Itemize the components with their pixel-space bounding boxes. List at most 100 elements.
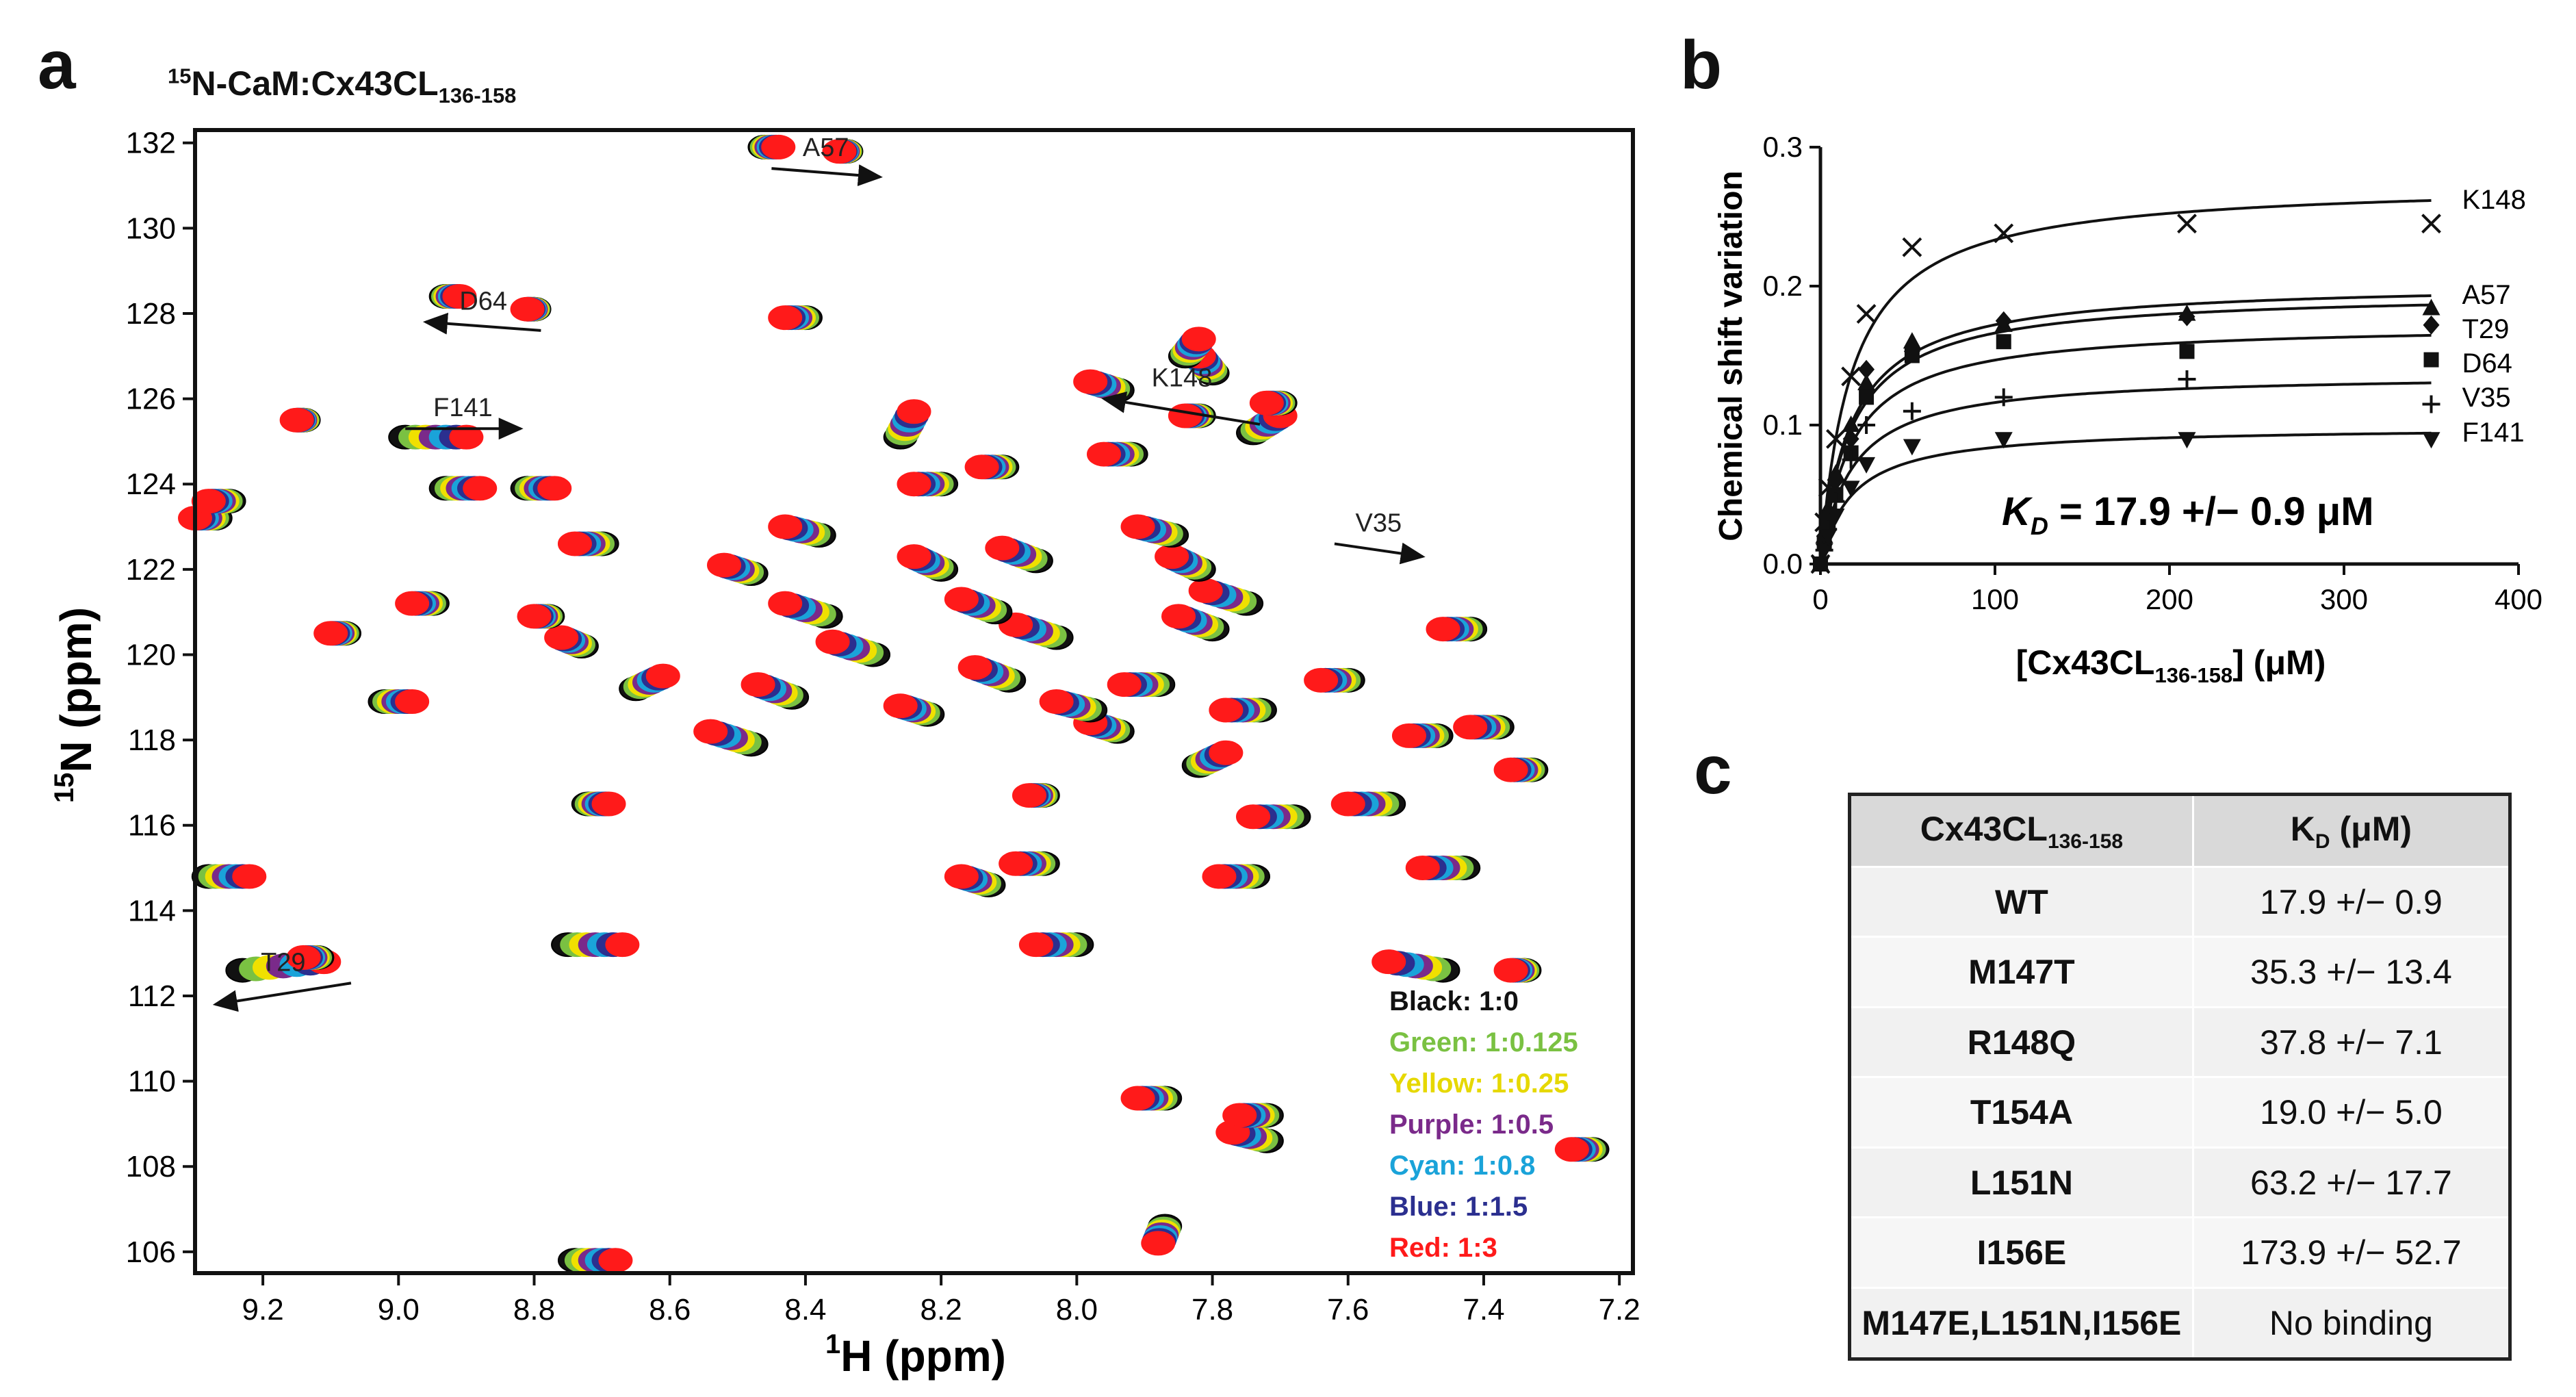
series-label-k148: K148 bbox=[2462, 185, 2526, 215]
binding-point-plus bbox=[1903, 402, 1921, 420]
binding-point-square bbox=[2423, 352, 2439, 368]
binding-point-square bbox=[2179, 344, 2195, 359]
binding-y-axis-label: Chemical shift variation bbox=[1713, 170, 1749, 541]
hsqc-peak bbox=[1073, 369, 1135, 403]
hsqc-peak bbox=[571, 791, 626, 817]
hsqc-x-tick-label: 8.4 bbox=[784, 1293, 826, 1326]
hsqc-peak bbox=[1168, 326, 1216, 369]
peak-shift-arrow-k148 bbox=[1101, 391, 1261, 426]
binding-point-triangle-down bbox=[1819, 529, 1838, 546]
binding-point-triangle-up bbox=[1842, 415, 1860, 432]
hsqc-peak-contour bbox=[1426, 617, 1460, 642]
hsqc-spectrum: T29 V35 F141 D64 K148 A57 9.2 9.0 8.8 8.6 8.4 8.2 8… bbox=[49, 127, 1640, 1381]
hsqc-peak bbox=[1012, 783, 1060, 808]
hsqc-peak bbox=[1426, 617, 1488, 642]
hsqc-peak bbox=[1039, 689, 1108, 723]
hsqc-peak-contour bbox=[957, 655, 992, 680]
hsqc-peak-contour bbox=[768, 305, 803, 331]
binding-point-triangle-down bbox=[1994, 432, 2013, 449]
legend-yellow: Yellow: 1:0.25 bbox=[1389, 1068, 1569, 1099]
legend-blue: Blue: 1:1.5 bbox=[1389, 1192, 1528, 1222]
variant-cell: M147T bbox=[1849, 936, 2194, 1008]
binding-point-square bbox=[1859, 389, 1875, 405]
binding-point-diamond bbox=[2178, 307, 2195, 326]
hsqc-y-tick-label: 122 bbox=[126, 553, 176, 587]
hsqc-peak-contour bbox=[279, 407, 314, 433]
arrow-label-t29: T29 bbox=[261, 948, 305, 977]
hsqc-peak bbox=[286, 945, 335, 970]
kd-cell: 19.0 +/− 5.0 bbox=[2191, 1076, 2512, 1149]
hsqc-peak bbox=[191, 864, 267, 889]
hsqc-peak-contour bbox=[1086, 441, 1121, 467]
kd-cell: 63.2 +/− 17.7 bbox=[2191, 1146, 2512, 1219]
hsqc-arrows-layer: T29 V35 F141 D64 K148 A57 bbox=[212, 133, 1426, 1012]
hsqc-x-tick-label: 7.4 bbox=[1463, 1293, 1504, 1326]
hsqc-peak-contour bbox=[707, 552, 742, 578]
binding-point-diamond bbox=[1827, 471, 1844, 491]
hsqc-peak bbox=[822, 139, 864, 164]
hsqc-peak bbox=[964, 454, 1020, 480]
hsqc-peak-contour bbox=[761, 134, 796, 159]
hsqc-peak-contour bbox=[768, 591, 803, 616]
hsqc-peak bbox=[897, 544, 959, 582]
hsqc-peak bbox=[1181, 740, 1244, 778]
hsqc-peak-contour bbox=[964, 454, 999, 480]
binding-point-triangle-down bbox=[1903, 439, 1921, 456]
binding-x-tick-label: 400 bbox=[2495, 583, 2542, 615]
hsqc-x-tick-label: 7.2 bbox=[1599, 1293, 1640, 1326]
legend-purple: Purple: 1:0.5 bbox=[1389, 1110, 1554, 1140]
hsqc-peak-contour bbox=[1209, 740, 1244, 765]
binding-fit-curves bbox=[1819, 198, 2432, 565]
binding-curve-chart: 0 100 200 300 400 0.0 0.1 0.2 0.3 K148 A57 T29 D64 V… bbox=[1713, 131, 2542, 687]
hsqc-peak-contour bbox=[442, 284, 477, 309]
hsqc-y-tick-label: 124 bbox=[126, 467, 176, 501]
hsqc-peak-contour bbox=[1222, 1103, 1257, 1128]
table-row: T154A 19.0 +/− 5.0 bbox=[1849, 1076, 2512, 1149]
hsqc-peak-contour bbox=[1181, 326, 1216, 352]
hsqc-peak-contour bbox=[591, 791, 626, 817]
hsqc-peak bbox=[557, 1248, 633, 1273]
hsqc-peak-contour bbox=[1330, 791, 1365, 817]
variant-cell: T154A bbox=[1849, 1076, 2194, 1149]
binding-point-diamond bbox=[1995, 311, 2012, 331]
binding-point-x bbox=[1994, 223, 2014, 244]
legend-red: Red: 1:3 bbox=[1389, 1233, 1497, 1263]
hsqc-peak bbox=[1453, 715, 1515, 740]
hsqc-peak bbox=[768, 514, 836, 548]
hsqc-peak-contour bbox=[740, 672, 775, 697]
binding-point-x bbox=[1902, 237, 1922, 257]
binding-point-plus bbox=[2422, 395, 2440, 413]
hsqc-peak-contour bbox=[1493, 757, 1528, 782]
binding-y-tick-label: 0.0 bbox=[1763, 548, 1803, 580]
peak-shift-arrow-t29 bbox=[212, 982, 352, 1012]
kd-cell: 37.8 +/− 7.1 bbox=[2191, 1005, 2512, 1079]
binding-data-points bbox=[1810, 214, 2441, 574]
fit-curve-k148 bbox=[1819, 198, 2432, 565]
binding-ticks: 0 100 200 300 400 0.0 0.1 0.2 0.3 bbox=[1763, 131, 2542, 615]
hsqc-y-tick-label: 116 bbox=[128, 809, 176, 843]
hsqc-peak bbox=[551, 932, 640, 958]
binding-x-tick-label: 200 bbox=[2146, 583, 2193, 615]
hsqc-peak-contour bbox=[1120, 1086, 1155, 1111]
table-row: M147T 35.3 +/− 13.4 bbox=[1849, 936, 2512, 1008]
hsqc-peak-contour bbox=[1453, 715, 1488, 740]
fit-curve-d64 bbox=[1819, 333, 2432, 565]
hsqc-peak bbox=[557, 531, 619, 556]
hsqc-peak bbox=[619, 663, 680, 702]
kd-table-header: Cx43CL136-158 KD (μM) bbox=[1849, 793, 2512, 868]
series-label-d64: D64 bbox=[2462, 348, 2512, 379]
hsqc-peak bbox=[191, 489, 246, 514]
hsqc-peak-contour bbox=[1391, 723, 1426, 748]
hsqc-peak bbox=[1155, 544, 1216, 582]
hsqc-peak-contour bbox=[605, 932, 640, 958]
hsqc-peak bbox=[883, 693, 945, 727]
hsqc-peak bbox=[1222, 1103, 1284, 1128]
hsqc-peak bbox=[897, 472, 959, 497]
hsqc-peak-contour bbox=[1188, 578, 1223, 603]
binding-point-triangle-up bbox=[1903, 332, 1921, 349]
kd-cell: No binding bbox=[2191, 1286, 2512, 1361]
panel-b-letter: b bbox=[1680, 27, 1723, 103]
hsqc-peak bbox=[544, 625, 599, 658]
hsqc-ticks-layer: 9.2 9.0 8.8 8.6 8.4 8.2 8.0 7.8 7.6 7.4 7.2 106 108 1… bbox=[126, 127, 1640, 1326]
panel-a-title-main: N-CaM:Cx43CL bbox=[191, 64, 439, 103]
